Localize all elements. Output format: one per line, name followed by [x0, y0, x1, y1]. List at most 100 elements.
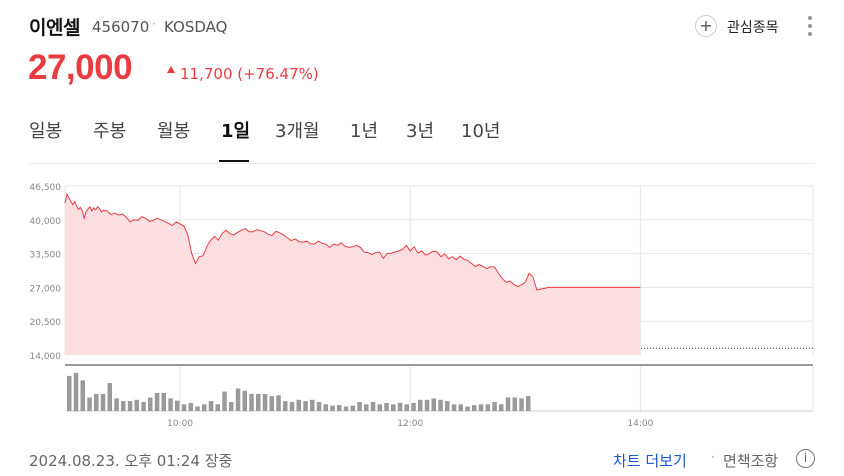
volume-bar [478, 404, 484, 412]
volume-bar [114, 398, 119, 411]
volume-bar [458, 404, 463, 412]
volume-bar [438, 399, 443, 412]
volume-bar [364, 404, 369, 412]
volume-bar [310, 399, 315, 412]
volume-bar [350, 405, 355, 411]
footer-separator: · [711, 450, 715, 464]
up-arrow-icon [167, 66, 175, 73]
volume-bar [256, 393, 261, 411]
volume-bar [188, 402, 193, 411]
volume-bar [168, 398, 173, 411]
y-tick-label: 40,000 [30, 217, 62, 227]
tab-divider [29, 163, 815, 164]
volume-bar [465, 406, 470, 411]
volume-bar [391, 404, 396, 412]
stock-code: 456070 [92, 18, 150, 36]
volume-bar [175, 400, 180, 411]
volume-bar [276, 395, 281, 411]
volume-bar [94, 393, 99, 411]
tab-1day[interactable]: 1일 [221, 121, 251, 142]
volume-bar [242, 390, 247, 412]
x-tick-label: 14:00 [627, 419, 653, 429]
tab-3year[interactable]: 3년 [406, 121, 435, 142]
volume-bar [337, 405, 342, 411]
volume-bar [377, 404, 382, 412]
volume-bar [107, 383, 112, 411]
volume-bar [472, 405, 477, 411]
volume-bar [451, 404, 457, 412]
tab-1year[interactable]: 1년 [350, 121, 379, 142]
volume-bar [323, 404, 328, 412]
volume-bar [296, 399, 301, 412]
volume-bar [370, 402, 376, 411]
volume-bar [424, 399, 430, 412]
volume-bar [526, 396, 531, 411]
volume-bar [485, 404, 490, 412]
tab-weekly[interactable]: 주봉 [93, 121, 127, 142]
y-tick-label: 14,000 [30, 352, 62, 362]
volume-bar [80, 380, 85, 411]
volume-bar [283, 401, 288, 411]
volume-bar [208, 401, 214, 411]
volume-bar [222, 391, 227, 411]
volume-bar [512, 397, 517, 411]
y-tick-label: 27,000 [30, 284, 62, 294]
tab-10year[interactable]: 10년 [461, 121, 501, 142]
market-name: KOSDAQ [164, 18, 228, 36]
volume-bar [269, 396, 274, 411]
current-price: 27,000 [28, 48, 133, 87]
volume-bar [73, 372, 79, 412]
volume-bar [303, 401, 308, 411]
volume-bar [121, 401, 126, 411]
volume-bar [384, 402, 389, 411]
volume-bar [411, 402, 416, 411]
volume-bar [418, 399, 423, 412]
disclaimer-link[interactable]: 면책조항 [723, 452, 779, 470]
volume-bar [505, 397, 511, 411]
favorite-button[interactable]: 관심종목 [727, 20, 779, 36]
price-change: 11,700 (+76.47%) [180, 65, 319, 83]
volume-bar [404, 404, 409, 412]
more-chart-link[interactable]: 차트 더보기 [613, 452, 687, 470]
volume-bar [519, 398, 524, 411]
y-tick-label: 46,500 [30, 183, 62, 193]
volume-bar [100, 393, 106, 411]
volume-bar [154, 393, 160, 411]
volume-bar [148, 397, 153, 411]
y-tick-label: 33,500 [30, 251, 62, 261]
info-icon[interactable]: i [796, 449, 815, 468]
x-tick-label: 12:00 [397, 419, 423, 429]
volume-bar [343, 406, 349, 411]
volume-bar [87, 397, 92, 411]
tab-3month[interactable]: 3개월 [275, 121, 320, 142]
volume-bar [195, 406, 200, 411]
volume-bar [289, 402, 295, 411]
tab-daily[interactable]: 일봉 [29, 121, 63, 142]
price-chart[interactable]: 46,500 40,000 33,500 27,000 20,500 14,000 10:0… [0, 170, 844, 440]
volume-bar [67, 375, 72, 411]
volume-bar [202, 404, 207, 412]
separator-dot: · [152, 17, 156, 31]
tab-monthly[interactable]: 월봉 [157, 121, 191, 142]
volume-bar [499, 404, 504, 412]
volume-bar [262, 393, 268, 411]
volume-bar [316, 402, 322, 411]
stock-name: 이엔셀 [29, 17, 80, 39]
x-tick-label: 10:00 [167, 419, 193, 429]
volume-bar [141, 402, 146, 411]
volume-bar [229, 402, 234, 411]
volume-bar [249, 393, 254, 411]
volume-bar [431, 398, 436, 411]
volume-bar [397, 402, 403, 411]
more-options-icon[interactable] [806, 14, 814, 38]
volume-bar [161, 393, 166, 411]
volume-bar [357, 402, 362, 411]
timestamp: 2024.08.23. 오후 01:24 장중 [29, 452, 233, 470]
volume-bar [445, 401, 450, 411]
volume-bar [127, 401, 133, 411]
price-line [64, 192, 641, 291]
add-favorite-icon[interactable]: + [695, 15, 717, 37]
price-area-fill [65, 194, 641, 355]
volume-bar [134, 399, 139, 412]
volume-bar [492, 402, 497, 411]
